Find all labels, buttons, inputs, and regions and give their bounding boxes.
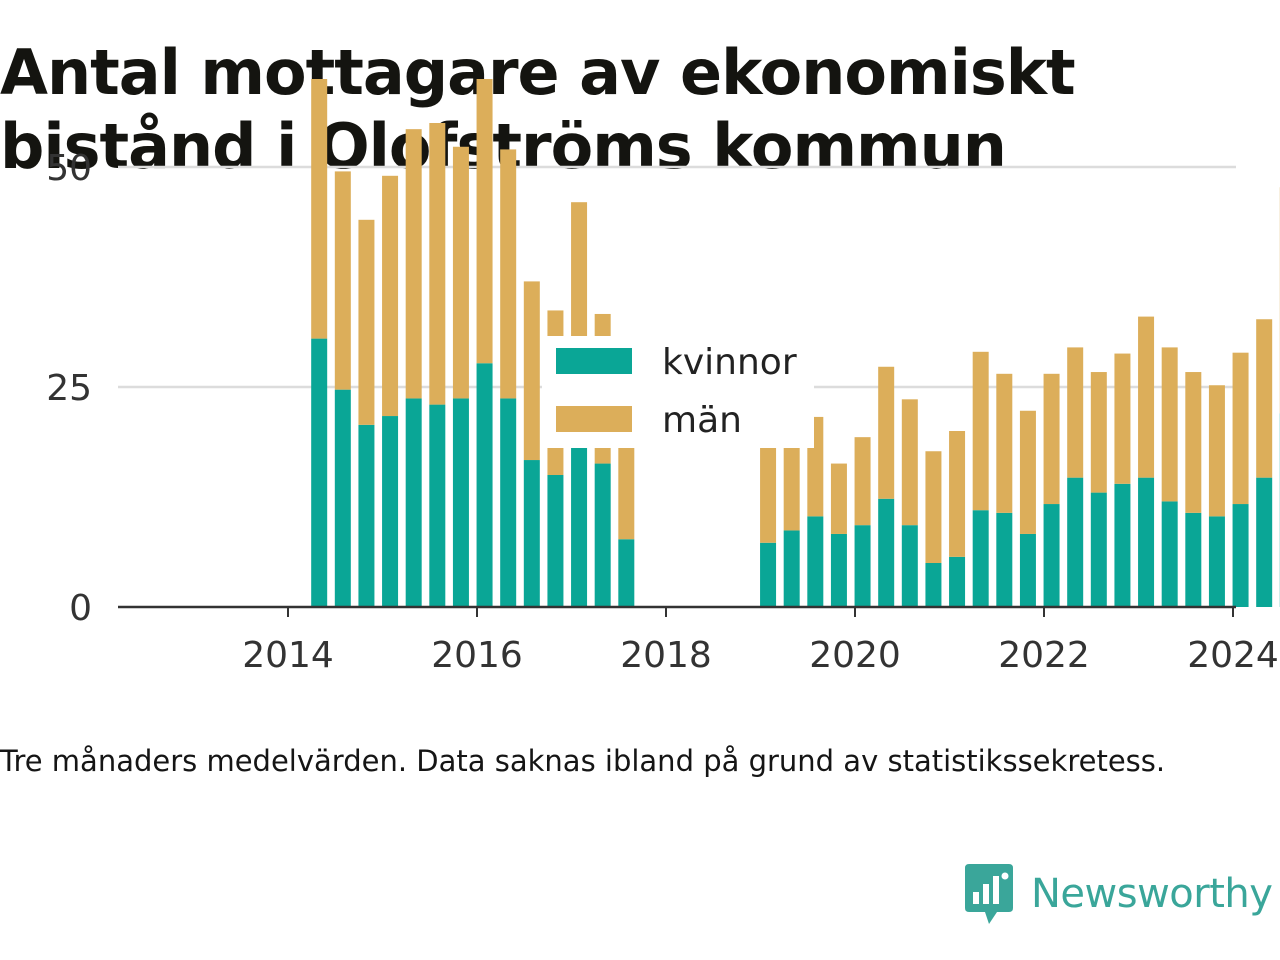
bar-kvinnor <box>429 404 446 607</box>
bar-man <box>618 445 635 540</box>
bar-kvinnor <box>476 363 493 607</box>
x-tick-label: 2024 <box>1187 635 1279 676</box>
bar-kvinnor <box>1208 516 1225 607</box>
bar-kvinnor <box>594 463 611 607</box>
bar-man <box>830 463 847 534</box>
bar-kvinnor <box>571 419 588 607</box>
bar-man <box>405 129 422 399</box>
bar-kvinnor <box>925 563 942 607</box>
bar-kvinnor <box>901 525 918 607</box>
bar-kvinnor <box>382 416 399 607</box>
bar-kvinnor <box>618 539 635 607</box>
bar-kvinnor <box>949 556 966 607</box>
bar-kvinnor <box>760 542 777 607</box>
bar-man <box>1185 372 1202 513</box>
bar-man <box>854 437 871 526</box>
bar-man <box>1043 373 1060 505</box>
bar-kvinnor <box>358 424 375 607</box>
y-tick-label: 0 <box>69 588 92 629</box>
x-tick-label: 2018 <box>620 635 712 676</box>
chart-title: Antal mottagare av ekonomiskt bistånd i … <box>0 36 1240 184</box>
bar-man <box>1256 319 1273 478</box>
bar-man <box>1019 410 1036 534</box>
y-tick-label: 50 <box>46 148 92 189</box>
bar-kvinnor <box>1043 504 1060 607</box>
bar-kvinnor <box>1114 483 1131 607</box>
bar-man <box>925 451 942 563</box>
bar-kvinnor <box>547 475 564 607</box>
bar-kvinnor <box>1019 533 1036 607</box>
bar-man <box>1090 372 1107 493</box>
legend-label: män <box>662 400 742 441</box>
axes: 0 25 50 2014 2016 2018 2020 2022 2024 <box>46 148 1279 676</box>
bar-kvinnor <box>1090 492 1107 607</box>
bar-kvinnor <box>500 398 517 607</box>
x-tick-label: 2022 <box>998 635 1090 676</box>
x-tick-label: 2014 <box>242 635 334 676</box>
bar-man <box>901 399 918 526</box>
bar-man <box>1138 316 1155 478</box>
bar-kvinnor <box>878 498 895 607</box>
bar-kvinnor <box>854 525 871 607</box>
bar-kvinnor <box>783 530 800 607</box>
bar-man <box>358 219 375 425</box>
bar-kvinnor <box>452 398 469 607</box>
bar-man <box>452 146 469 399</box>
bar-kvinnor <box>1232 504 1249 607</box>
bar-kvinnor <box>1161 501 1178 607</box>
bar-man <box>1114 353 1131 484</box>
bar-man <box>996 373 1013 513</box>
x-tick-label: 2020 <box>809 635 901 676</box>
bar-kvinnor <box>311 338 328 607</box>
legend-swatch <box>556 348 632 374</box>
bar-man <box>334 171 351 390</box>
bar-man <box>1232 352 1249 505</box>
bar-man <box>500 149 517 399</box>
bar-man <box>878 366 895 499</box>
x-tick-label: 2016 <box>431 635 523 676</box>
bar-kvinnor <box>1067 477 1084 607</box>
bar-man <box>972 351 989 511</box>
chart-title-line-1: Antal mottagare av ekonomiskt <box>0 36 1076 109</box>
bar-man <box>1067 347 1084 478</box>
bar-man <box>949 431 966 557</box>
legend: kvinnor män <box>542 336 814 448</box>
bar-kvinnor <box>807 516 824 607</box>
y-tick-label: 25 <box>46 368 92 409</box>
bar-kvinnor <box>1256 477 1273 607</box>
bar-man <box>476 79 493 364</box>
legend-label: kvinnor <box>662 342 797 383</box>
brand-name: Newsworthy <box>1031 871 1273 917</box>
bar-kvinnor <box>972 510 989 607</box>
bar-kvinnor <box>523 460 540 607</box>
bar-man <box>1208 385 1225 517</box>
bar-kvinnor <box>996 512 1013 607</box>
bar-kvinnor <box>1138 477 1155 607</box>
bar-man <box>1161 347 1178 502</box>
chart-note: Tre månaders medelvärden. Data saknas ib… <box>0 744 1166 778</box>
brand-logo: Newsworthy <box>963 862 1273 926</box>
bar-man <box>783 424 800 531</box>
bar-man <box>523 281 540 461</box>
bar-kvinnor <box>830 533 847 607</box>
bar-man <box>311 79 328 339</box>
bar-man <box>382 175 399 417</box>
bars <box>311 79 1280 607</box>
legend-swatch <box>556 406 632 432</box>
bar-kvinnor <box>334 389 351 607</box>
bar-man <box>429 123 446 405</box>
bar-chart-speech-bubble-icon <box>965 864 1013 924</box>
bar-kvinnor <box>1185 512 1202 607</box>
stacked-bar-chart: 0 25 50 2014 2016 2018 2020 2022 2024 kvinnor män <box>46 79 1280 676</box>
bar-kvinnor <box>405 398 422 607</box>
